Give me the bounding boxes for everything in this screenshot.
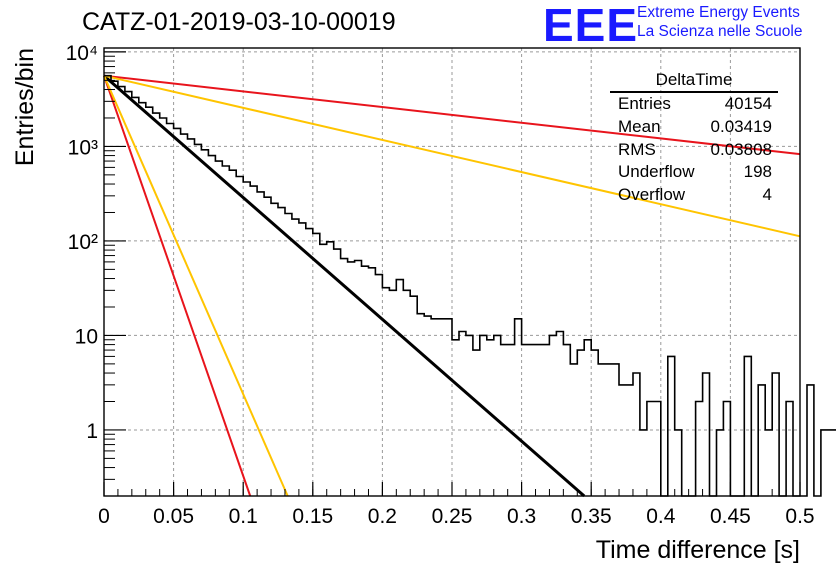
logo-line-1: Extreme Energy Events <box>637 4 800 21</box>
histogram-outline <box>104 74 836 497</box>
run-title: CATZ-01-2019-03-10-00019 <box>82 8 396 36</box>
logo-line-2: La Scienza nelle Scuole <box>637 23 803 40</box>
stats-value: 198 <box>743 162 772 182</box>
x-tick-label: 0.25 <box>432 505 473 528</box>
x-tick-label: 0.45 <box>710 505 751 528</box>
fit-curve <box>103 75 252 497</box>
axis-ticks <box>103 51 801 497</box>
y-tick-label: 10² <box>68 231 98 254</box>
y-tick-label: 10⁴ <box>66 42 98 65</box>
stats-value: 0.03419 <box>710 116 772 136</box>
fit-curve <box>103 74 586 498</box>
x-tick-label: 0.5 <box>785 505 814 528</box>
x-tick-label: 0.1 <box>229 505 258 528</box>
fit-curve <box>103 74 801 238</box>
y-tick-label: 10³ <box>68 136 98 159</box>
y-tick-label: 10 <box>75 325 98 348</box>
stats-box: DeltaTime Entries 40154 Mean 0.03419 RMS… <box>610 70 778 207</box>
x-tick-label: 0.35 <box>571 505 612 528</box>
y-axis-label: Entries/bin <box>11 48 39 166</box>
stats-row-rms: RMS 0.03808 <box>610 139 778 162</box>
fit-curve <box>103 75 289 497</box>
x-tick-label: 0.15 <box>292 505 333 528</box>
x-tick-label: 0.4 <box>646 505 676 528</box>
x-tick-label: 0.05 <box>153 505 194 528</box>
y-tick-label: 1 <box>86 420 98 443</box>
fit-curves <box>103 74 801 498</box>
x-tick-label: 0.3 <box>507 505 536 528</box>
stats-value: 40154 <box>724 94 772 113</box>
y-tick-labels: 1 10 10² 10³ 10⁴ <box>66 42 98 443</box>
fit-curve <box>103 74 801 156</box>
stats-value: 0.03808 <box>710 139 772 159</box>
stats-row-overflow: Overflow 4 <box>610 184 778 207</box>
stats-row-underflow: Underflow 198 <box>610 161 778 184</box>
stats-label: Entries <box>618 94 671 113</box>
x-tick-label: 0 <box>98 505 110 528</box>
x-tick-label: 0.2 <box>368 505 397 528</box>
eee-logo: EEE <box>543 0 639 51</box>
stats-label: Overflow <box>618 185 686 205</box>
stats-label: Mean <box>618 116 661 136</box>
stats-label: RMS <box>618 139 656 159</box>
stats-label: Underflow <box>618 162 695 182</box>
stats-value: 4 <box>762 185 772 205</box>
stats-row-entries: Entries 40154 <box>610 93 778 116</box>
x-tick-labels: 0 0.05 0.1 0.15 0.2 0.25 0.3 0.35 0.4 0.45 0.5 <box>98 505 814 528</box>
stats-title: DeltaTime <box>610 70 778 93</box>
x-axis-label: Time difference [s] <box>596 536 800 564</box>
stats-row-mean: Mean 0.03419 <box>610 116 778 139</box>
histogram <box>104 74 836 497</box>
